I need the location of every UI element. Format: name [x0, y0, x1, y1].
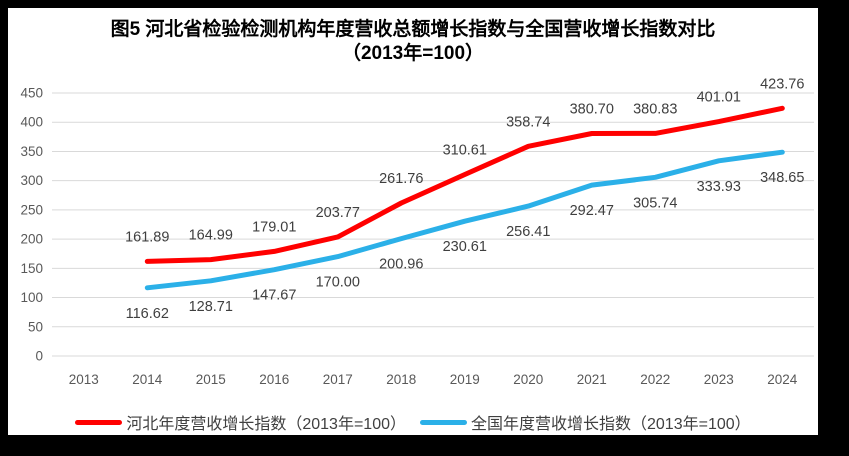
data-label: 200.96	[379, 257, 423, 273]
legend-line-swatch-national	[420, 419, 467, 425]
series-line-1	[144, 149, 785, 291]
chart-title-line2: （2013年=100）	[341, 43, 485, 64]
y-axis-tick-label: 150	[20, 261, 43, 276]
data-label: 358.74	[506, 114, 550, 130]
chart-plot: 0 50 100 150 200 250 300 350 400 450 2013 2014 2015 2…	[20, 76, 814, 387]
y-axis-tick-label: 250	[20, 202, 43, 217]
x-axis-tick-label: 2024	[767, 372, 798, 387]
y-axis-tick-label: 0	[35, 349, 43, 364]
x-axis-tick-label: 2013	[69, 372, 99, 387]
data-label: 203.77	[316, 205, 360, 221]
x-axis-tick-label: 2016	[259, 372, 289, 387]
chart-canvas: 图5 河北省检验检测机构年度营收总额增长指数与全国营收增长指数对比 （2013年…	[8, 8, 818, 435]
y-axis-tick-label: 50	[28, 319, 43, 334]
data-label: 116.62	[126, 306, 169, 322]
x-axis-tick-label: 2014	[132, 372, 163, 387]
data-label: 256.41	[506, 224, 550, 240]
x-axis-tick-label: 2019	[450, 372, 480, 387]
data-label: 310.61	[443, 142, 487, 158]
data-label: 261.76	[379, 171, 423, 187]
y-axis-tick-label: 100	[20, 290, 43, 305]
data-label: 380.83	[633, 101, 677, 117]
series-line-0	[144, 105, 785, 264]
data-label: 348.65	[760, 170, 804, 186]
data-label: 380.70	[570, 102, 614, 118]
y-axis-tick-label: 200	[20, 232, 43, 247]
y-axis-tick-label: 350	[20, 144, 43, 159]
data-label: 164.99	[189, 228, 233, 244]
x-axis-tick-label: 2021	[577, 372, 607, 387]
y-axis-tick-label: 300	[20, 173, 43, 188]
data-label: 179.01	[252, 219, 296, 235]
legend-label-national: 全国年度营收增长指数（2013年=100）	[471, 416, 751, 433]
data-label: 128.71	[189, 299, 233, 315]
data-label: 333.93	[697, 179, 741, 195]
data-label: 170.00	[316, 275, 360, 291]
x-axis-tick-label: 2017	[323, 372, 353, 387]
data-label: 147.67	[252, 288, 296, 304]
y-axis-tick-label: 450	[20, 86, 43, 101]
data-label: 305.74	[633, 195, 677, 211]
legend-item-national: 全国年度营收增长指数（2013年=100）	[420, 410, 751, 434]
data-label: 423.76	[760, 76, 804, 92]
data-label: 292.47	[570, 203, 614, 219]
x-axis-tick-label: 2018	[386, 372, 416, 387]
x-axis-tick-label: 2015	[196, 372, 226, 387]
legend-label-hebei: 河北年度营收增长指数（2013年=100）	[126, 416, 406, 433]
legend-line-swatch-hebei	[75, 419, 123, 425]
y-axis-tick-label: 400	[20, 115, 43, 130]
chart-title: 图5 河北省检验检测机构年度营收总额增长指数与全国营收增长指数对比 （2013年…	[8, 18, 818, 66]
x-axis-tick-label: 2020	[513, 372, 543, 387]
data-label: 401.01	[697, 90, 741, 106]
legend-item-hebei: 河北年度营收增长指数（2013年=100）	[75, 410, 406, 434]
chart-legend: 河北年度营收增长指数（2013年=100） 全国年度营收增长指数（2013年=1…	[8, 411, 818, 433]
x-axis-tick-label: 2023	[704, 372, 734, 387]
chart-title-line1: 图5 河北省检验检测机构年度营收总额增长指数与全国营收增长指数对比	[110, 19, 716, 40]
data-label: 161.89	[125, 229, 169, 245]
data-label: 230.61	[443, 239, 487, 255]
x-axis-tick-label: 2022	[640, 372, 670, 387]
